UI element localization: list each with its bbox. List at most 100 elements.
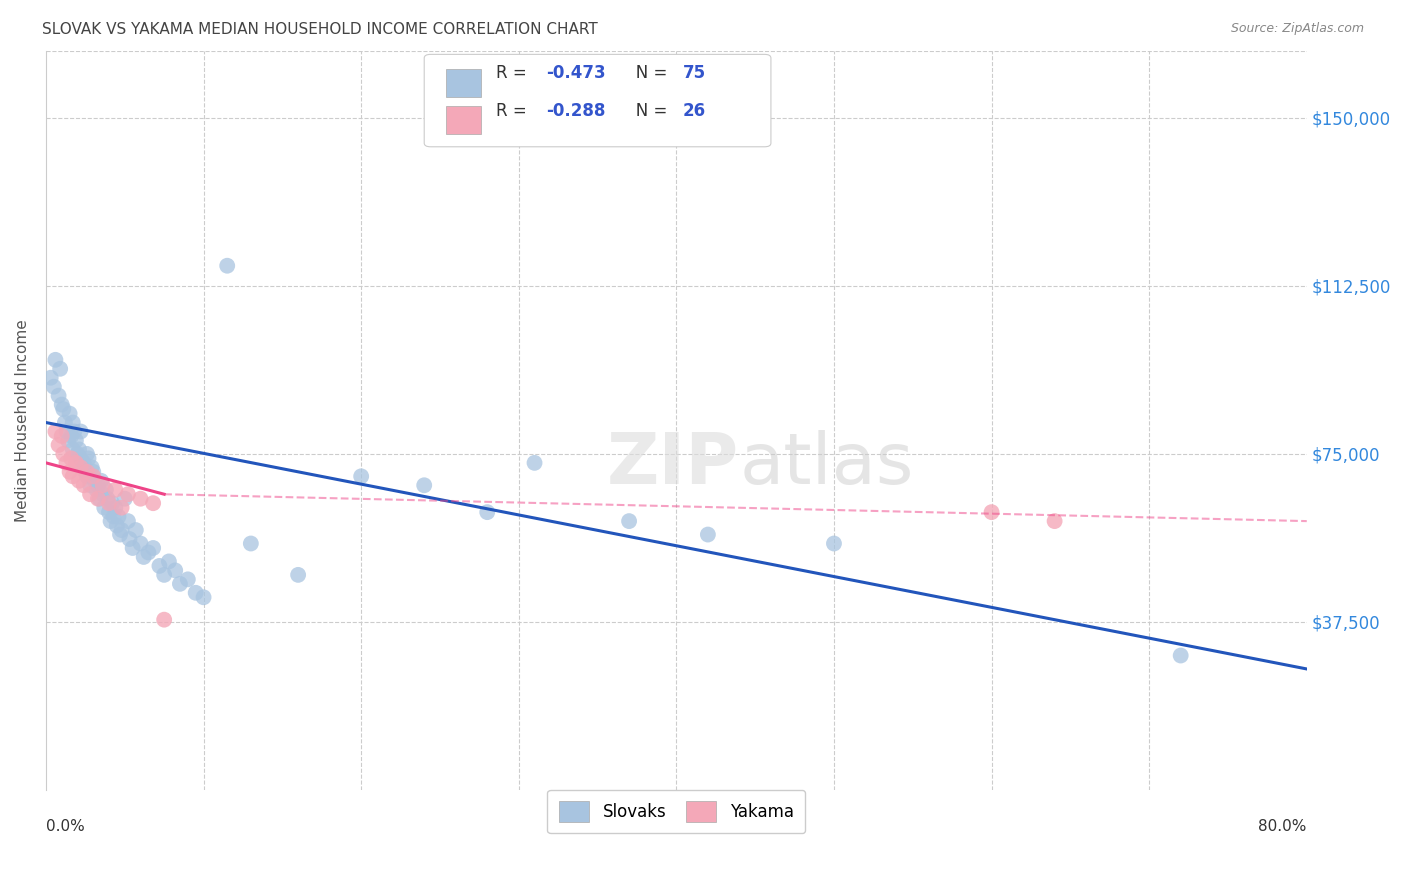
Point — [75, 465, 97, 479]
FancyBboxPatch shape — [446, 70, 481, 97]
Point — [239, 536, 262, 550]
Point — [94, 483, 117, 497]
Point — [67, 442, 90, 457]
Point — [79, 487, 101, 501]
Point — [55, 456, 77, 470]
Point — [193, 591, 215, 605]
Point — [100, 514, 122, 528]
Point — [62, 469, 84, 483]
Point — [696, 527, 718, 541]
Point — [98, 496, 121, 510]
Point — [42, 380, 65, 394]
Point — [177, 572, 200, 586]
Point — [117, 487, 139, 501]
Point — [82, 465, 104, 479]
Point — [62, 442, 84, 457]
Point — [49, 361, 72, 376]
Point — [287, 567, 309, 582]
Point — [617, 514, 640, 528]
Point — [73, 456, 96, 470]
Point — [114, 491, 136, 506]
Point — [103, 509, 125, 524]
Point — [132, 549, 155, 564]
Point — [60, 429, 83, 443]
Point — [169, 577, 191, 591]
FancyBboxPatch shape — [425, 54, 770, 147]
Point — [89, 491, 111, 506]
Point — [111, 500, 134, 515]
Point — [52, 402, 75, 417]
Point — [101, 496, 124, 510]
Point — [44, 352, 66, 367]
Point — [138, 545, 160, 559]
Point — [980, 505, 1002, 519]
Point — [44, 425, 66, 439]
Point — [39, 370, 62, 384]
Point — [60, 451, 83, 466]
Point — [65, 456, 87, 470]
Point — [523, 456, 546, 470]
Point — [70, 460, 93, 475]
Point — [87, 491, 110, 506]
Point — [76, 469, 98, 483]
Point — [69, 460, 91, 475]
Point — [87, 478, 110, 492]
Point — [121, 541, 143, 555]
Point — [1043, 514, 1066, 528]
Point — [67, 474, 90, 488]
Point — [153, 567, 176, 582]
Point — [69, 425, 91, 439]
Point — [157, 554, 180, 568]
Point — [105, 518, 128, 533]
Point — [69, 451, 91, 466]
Point — [142, 496, 165, 510]
Point — [51, 429, 73, 443]
Point — [823, 536, 845, 550]
Point — [59, 465, 82, 479]
Point — [477, 505, 499, 519]
FancyBboxPatch shape — [446, 106, 481, 134]
Point — [107, 509, 129, 524]
Point — [66, 447, 89, 461]
Point — [104, 500, 127, 515]
Point — [98, 505, 121, 519]
Point — [86, 483, 108, 497]
Point — [80, 460, 103, 475]
Point — [93, 500, 115, 515]
Point — [55, 425, 77, 439]
Point — [91, 478, 114, 492]
Text: N =: N = — [620, 103, 672, 120]
Point — [90, 474, 112, 488]
Point — [59, 407, 82, 421]
Point — [76, 465, 98, 479]
Text: ZIP: ZIP — [607, 430, 740, 500]
Point — [91, 487, 114, 501]
Point — [48, 438, 70, 452]
Point — [142, 541, 165, 555]
Point — [79, 478, 101, 492]
Y-axis label: Median Household Income: Median Household Income — [15, 319, 30, 522]
Point — [129, 536, 152, 550]
Point — [63, 425, 86, 439]
Point — [117, 514, 139, 528]
Text: N =: N = — [620, 64, 672, 82]
Point — [118, 532, 141, 546]
Text: Source: ZipAtlas.com: Source: ZipAtlas.com — [1230, 22, 1364, 36]
Point — [1170, 648, 1192, 663]
Text: 26: 26 — [683, 103, 706, 120]
Point — [51, 398, 73, 412]
Point — [165, 563, 187, 577]
Legend: Slovaks, Yakama: Slovaks, Yakama — [547, 789, 806, 833]
Point — [56, 434, 79, 448]
Text: 80.0%: 80.0% — [1258, 820, 1306, 835]
Text: R =: R = — [496, 64, 531, 82]
Point — [108, 527, 131, 541]
Point — [111, 523, 134, 537]
Text: 75: 75 — [683, 64, 706, 82]
Text: -0.473: -0.473 — [547, 64, 606, 82]
Point — [48, 389, 70, 403]
Point — [77, 451, 100, 466]
Point — [104, 483, 127, 497]
Point — [184, 586, 207, 600]
Point — [96, 491, 118, 506]
